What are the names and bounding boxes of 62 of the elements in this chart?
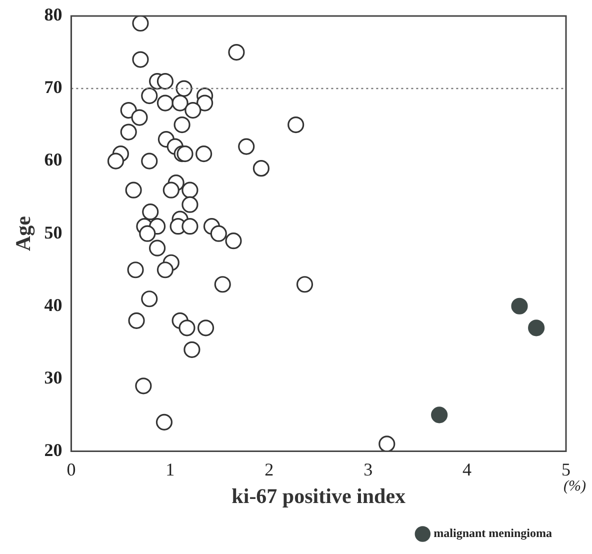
- point: [196, 94, 214, 112]
- point: [125, 182, 142, 198]
- point: [174, 116, 190, 134]
- point: [511, 298, 528, 314]
- point: [132, 51, 149, 68]
- point: [182, 218, 198, 235]
- point: [296, 276, 314, 293]
- y-tick-label: 80: [44, 4, 62, 25]
- x-tick-label: 0: [66, 460, 76, 480]
- y-tick-label: 60: [44, 150, 62, 170]
- point: [182, 182, 198, 198]
- y-tick-label: 30: [44, 367, 62, 388]
- point: [214, 276, 231, 293]
- point: [196, 146, 212, 162]
- point: [148, 240, 166, 256]
- point: [142, 204, 159, 220]
- y-tick-label: 20: [44, 440, 62, 460]
- point: [184, 341, 200, 358]
- y-tick-label: 50: [44, 222, 62, 242]
- point: [139, 225, 156, 242]
- x-tick-label: 1: [166, 460, 175, 480]
- point: [141, 290, 158, 308]
- point: [162, 182, 180, 198]
- point: [141, 87, 158, 104]
- point: [431, 406, 448, 424]
- point: [131, 109, 148, 126]
- point: [128, 312, 145, 329]
- legend-label: malignant meningioma: [434, 526, 552, 540]
- point: [378, 436, 396, 452]
- y-tick-label: 40: [44, 294, 62, 315]
- point: [120, 124, 137, 140]
- point: [252, 160, 270, 177]
- point: [141, 152, 158, 170]
- point: [156, 414, 173, 430]
- x-axis-title: ki-67 positive index: [232, 484, 406, 508]
- x-tick-label: 3: [364, 460, 373, 480]
- point: [127, 262, 144, 278]
- point: [178, 320, 196, 336]
- point: [182, 196, 198, 213]
- point: [528, 320, 545, 336]
- point: [156, 262, 174, 278]
- point: [238, 138, 255, 155]
- point: [176, 146, 194, 162]
- text: (%): [564, 478, 586, 495]
- x-tick-label: 2: [264, 460, 274, 480]
- point: [288, 116, 304, 134]
- point: [156, 72, 174, 90]
- point: [135, 378, 152, 394]
- point: [132, 16, 149, 32]
- x-tick-label: 5: [562, 460, 570, 480]
- point: [107, 152, 124, 170]
- point: [176, 80, 192, 97]
- y-tick-label: 70: [44, 77, 62, 98]
- point: [225, 232, 242, 250]
- point: [210, 225, 227, 242]
- point: [172, 94, 188, 112]
- point: [184, 102, 202, 119]
- point: [228, 44, 245, 61]
- x-tick-label: 4: [462, 460, 472, 480]
- point: [156, 94, 174, 112]
- y-axis-title: Age: [11, 216, 36, 252]
- point: [197, 320, 214, 336]
